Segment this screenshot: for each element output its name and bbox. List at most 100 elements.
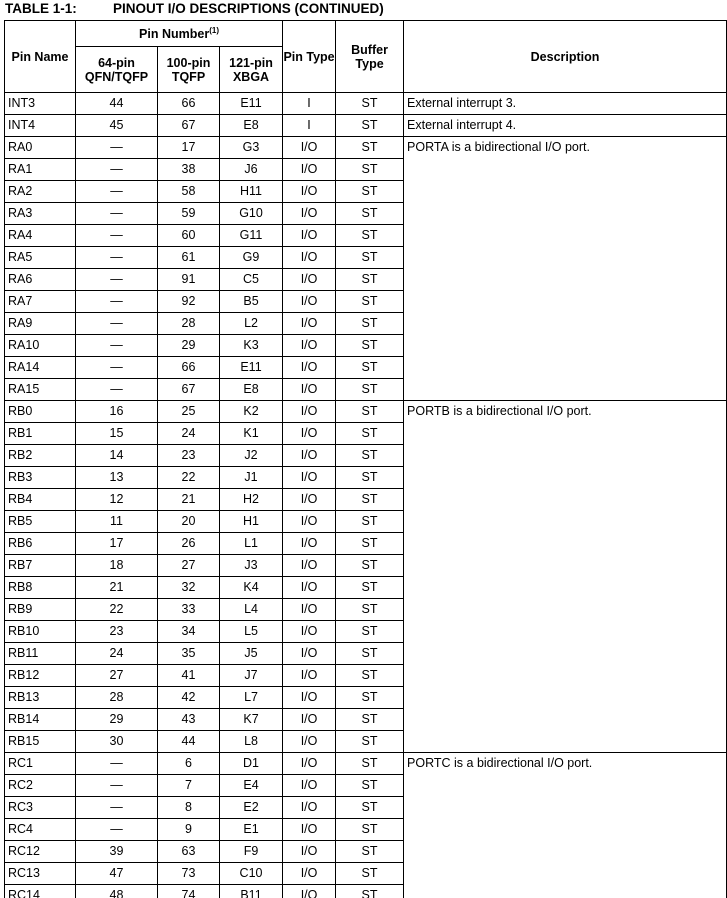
cell-buffer-type: ST [335, 268, 405, 291]
cell-100-pin: 24 [157, 422, 220, 445]
cell-pin-type: I/O [282, 400, 337, 423]
cell-64-pin: — [75, 290, 158, 313]
table-row: INT3 44 66 E11 I ST External interrupt 3. [4, 92, 727, 115]
cell-100-pin: 91 [157, 268, 220, 291]
cell-pin-name: RA6 [4, 268, 76, 291]
cell-buffer-type: ST [335, 180, 405, 203]
cell-64-pin: 28 [75, 686, 158, 709]
cell-64-pin: — [75, 136, 158, 159]
header-64-pin: 64-pin QFN/TQFP [75, 46, 158, 93]
cell-100-pin: 38 [157, 158, 220, 181]
cell-pin-type: I/O [282, 488, 337, 511]
cell-description: PORTC is a bidirectional I/O port. [403, 752, 727, 898]
cell-64-pin: 27 [75, 664, 158, 687]
cell-pin-name: INT3 [4, 92, 76, 115]
table-row: RA10—29 K3 I/O ST [4, 334, 727, 357]
cell-buffer-type: ST [335, 378, 405, 401]
cell-100-pin: 63 [157, 840, 220, 863]
cell-121-pin: G3 [218, 136, 284, 159]
header-100-pin: 100-pin TQFP [157, 46, 220, 93]
cell-64-pin: — [75, 224, 158, 247]
cell-100-pin: 74 [157, 884, 220, 898]
cell-buffer-type: ST [335, 312, 405, 335]
cell-121-pin: H11 [218, 180, 284, 203]
cell-buffer-type: ST [335, 796, 405, 819]
table-caption: TABLE 1-1: PINOUT I/O DESCRIPTIONS (CONTI… [5, 1, 384, 19]
cell-64-pin: — [75, 378, 158, 401]
cell-pin-name: RB15 [4, 730, 76, 753]
cell-buffer-type: ST [335, 510, 405, 533]
cell-pin-name: RB5 [4, 510, 76, 533]
cell-buffer-type: ST [335, 642, 405, 665]
cell-121-pin: E2 [218, 796, 284, 819]
cell-buffer-type: ST [335, 290, 405, 313]
cell-pin-type: I/O [282, 466, 337, 489]
cell-buffer-type: ST [335, 92, 405, 115]
table-row: RB14 29 43 K7 I/O ST [4, 708, 727, 731]
cell-100-pin: 41 [157, 664, 220, 687]
cell-100-pin: 32 [157, 576, 220, 599]
table-row: RB4 12 21 H2 I/O ST [4, 488, 727, 511]
cell-pin-type: I/O [282, 840, 337, 863]
cell-pin-type: I/O [282, 378, 337, 401]
cell-pin-type: I/O [282, 862, 337, 885]
header-pin-number-text: Pin Number [139, 26, 210, 41]
cell-121-pin: G11 [218, 224, 284, 247]
cell-121-pin: H2 [218, 488, 284, 511]
cell-64-pin: — [75, 180, 158, 203]
cell-pin-type: I/O [282, 664, 337, 687]
cell-pin-type: I/O [282, 510, 337, 533]
cell-64-pin: 48 [75, 884, 158, 898]
cell-pin-type: I/O [282, 246, 337, 269]
cell-100-pin: 6 [157, 752, 220, 775]
cell-100-pin: 59 [157, 202, 220, 225]
cell-100-pin: 73 [157, 862, 220, 885]
cell-121-pin: L8 [218, 730, 284, 753]
cell-pin-type: I/O [282, 224, 337, 247]
cell-121-pin: K3 [218, 334, 284, 357]
cell-pin-name: RC1 [4, 752, 76, 775]
cell-pin-name: RC14 [4, 884, 76, 898]
cell-pin-type: I/O [282, 312, 337, 335]
cell-pin-name: RB13 [4, 686, 76, 709]
cell-pin-name: RB8 [4, 576, 76, 599]
cell-pin-type: I/O [282, 796, 337, 819]
cell-100-pin: 92 [157, 290, 220, 313]
table-row: RA9—28 L2 I/O ST [4, 312, 727, 335]
cell-buffer-type: ST [335, 158, 405, 181]
cell-buffer-type: ST [335, 664, 405, 687]
cell-buffer-type: ST [335, 114, 405, 137]
cell-buffer-type: ST [335, 356, 405, 379]
header-pin-name: Pin Name [4, 20, 76, 93]
cell-pin-type: I/O [282, 642, 337, 665]
cell-pin-type: I/O [282, 268, 337, 291]
cell-buffer-type: ST [335, 246, 405, 269]
cell-pin-type: I/O [282, 686, 337, 709]
cell-pin-name: RB10 [4, 620, 76, 643]
cell-pin-type: I/O [282, 180, 337, 203]
cell-121-pin: E11 [218, 92, 284, 115]
cell-121-pin: E8 [218, 114, 284, 137]
cell-pin-type: I/O [282, 422, 337, 445]
cell-pin-type: I/O [282, 598, 337, 621]
cell-pin-name: RA4 [4, 224, 76, 247]
cell-100-pin: 42 [157, 686, 220, 709]
cell-64-pin: — [75, 202, 158, 225]
footnote-ref: (1) [209, 25, 219, 35]
cell-buffer-type: ST [335, 554, 405, 577]
table-row: RC2—7 E4 I/O ST [4, 774, 727, 797]
table-row: RA14—66 E11 I/O ST [4, 356, 727, 379]
cell-description: External interrupt 4. [403, 114, 727, 137]
cell-description: PORTA is a bidirectional I/O port. [403, 136, 727, 401]
cell-100-pin: 25 [157, 400, 220, 423]
table-row: RB15 30 44 L8 I/O ST [4, 730, 727, 753]
pinout-table: Pin Name Pin Number(1) Pin Type Buffer T… [4, 20, 727, 898]
cell-64-pin: 14 [75, 444, 158, 467]
cell-buffer-type: ST [335, 488, 405, 511]
cell-pin-type: I/O [282, 136, 337, 159]
table-row: RA0—17 G3 I/O ST PORTA is a bidirectional I/… [4, 136, 727, 401]
cell-64-pin: 11 [75, 510, 158, 533]
cell-buffer-type: ST [335, 466, 405, 489]
cell-buffer-type: ST [335, 752, 405, 775]
cell-121-pin: L7 [218, 686, 284, 709]
